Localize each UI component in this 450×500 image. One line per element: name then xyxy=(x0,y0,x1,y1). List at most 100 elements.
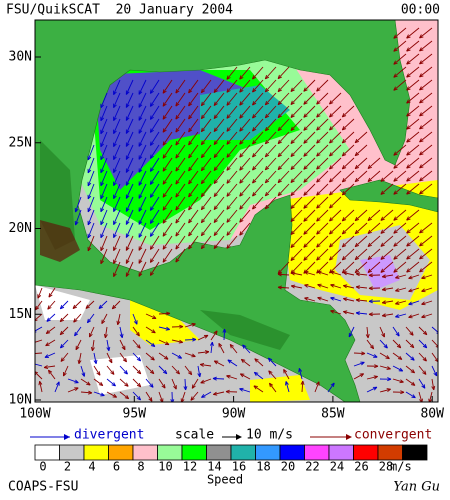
wind-arrow xyxy=(290,209,303,222)
wind-arrow-head xyxy=(290,191,295,196)
wind-arrow xyxy=(393,235,407,247)
wind-arrow xyxy=(304,271,316,276)
wind-arrow xyxy=(382,300,394,304)
wind-arrow xyxy=(303,248,316,261)
wind-arrow xyxy=(145,365,155,375)
wind-arrow-head xyxy=(329,126,334,131)
wind-arrow xyxy=(162,222,173,237)
wind-arrow-head xyxy=(304,296,309,301)
wind-arrow xyxy=(316,131,329,144)
speed-label: 20 xyxy=(281,460,295,474)
wind-arrow-head xyxy=(162,206,167,211)
wind-arrow xyxy=(125,248,134,264)
wind-arrow-head xyxy=(395,332,400,337)
wind-arrow xyxy=(100,92,108,108)
wind-arrow xyxy=(200,183,212,198)
wind-arrow-head xyxy=(277,152,282,158)
wind-arrow-head xyxy=(290,165,295,170)
wind-arrow xyxy=(200,131,212,146)
wind-arrow-head xyxy=(264,204,270,210)
wind-arrow-head xyxy=(162,141,167,146)
wind-arrow-head xyxy=(175,128,180,133)
color-swatch xyxy=(230,444,256,461)
wind-arrow xyxy=(419,183,433,195)
wind-arrow xyxy=(175,183,186,198)
wind-arrow xyxy=(101,313,108,324)
wind-arrow-head xyxy=(354,216,360,222)
wind-arrow xyxy=(171,378,177,390)
wind-arrow-head xyxy=(125,103,130,108)
wind-arrow xyxy=(406,105,420,117)
wind-arrow xyxy=(329,105,342,118)
wind-arrow xyxy=(283,369,290,380)
wind-arrow-head xyxy=(264,113,270,119)
wind-arrow-head xyxy=(421,384,426,389)
wind-arrow xyxy=(382,313,394,317)
wind-arrow-head xyxy=(264,191,270,197)
wind-arrow xyxy=(226,66,238,80)
wind-arrow-head xyxy=(367,177,372,183)
wind-arrow xyxy=(392,352,403,360)
wind-arrow-head xyxy=(380,216,385,221)
wind-arrow-head xyxy=(303,87,308,92)
wind-arrow xyxy=(145,326,156,334)
wind-arrow xyxy=(429,391,433,402)
wind-arrow xyxy=(418,339,428,349)
wind-arrow-head xyxy=(330,296,335,301)
wind-arrow-head xyxy=(151,329,156,334)
wind-arrow xyxy=(317,271,329,276)
wind-arrow xyxy=(125,261,134,277)
wind-arrow xyxy=(303,183,316,196)
wind-arrow-head xyxy=(421,301,426,306)
wind-arrow xyxy=(113,209,121,225)
wind-arrow xyxy=(138,261,147,277)
wind-arrow-head xyxy=(355,272,361,277)
wind-arrow xyxy=(303,157,316,170)
wind-arrow-head xyxy=(87,220,92,226)
wind-arrow xyxy=(162,170,173,185)
wind-arrow-head xyxy=(149,232,154,237)
wind-arrow-head xyxy=(138,116,143,121)
wind-arrow-head xyxy=(87,233,92,239)
wind-arrow-head xyxy=(303,256,308,261)
wind-arrow-head xyxy=(380,190,385,195)
wind-arrow-head xyxy=(59,344,65,349)
wind-arrow-head xyxy=(315,381,320,386)
wind-arrow-head xyxy=(44,354,49,358)
wind-arrow xyxy=(316,170,329,183)
wind-arrow xyxy=(254,371,264,380)
wind-arrow-head xyxy=(421,288,426,293)
wind-arrow-head xyxy=(162,369,168,375)
wind-arrow-head xyxy=(213,114,218,119)
wind-arrow xyxy=(226,144,238,158)
wind-arrow-head xyxy=(175,102,180,107)
wind-arrow xyxy=(330,297,342,302)
map xyxy=(35,20,438,402)
wind-arrow xyxy=(100,209,108,225)
wind-arrow xyxy=(316,118,329,131)
wind-arrow-head xyxy=(406,216,411,221)
wind-arrow xyxy=(393,144,407,156)
speed-label: 18 xyxy=(256,460,270,474)
wind-arrow-head xyxy=(200,88,206,94)
wind-arrow xyxy=(138,170,147,186)
wind-arrow-head xyxy=(330,382,335,387)
speed-label: 26 xyxy=(354,460,368,474)
wind-arrow-head xyxy=(149,180,154,185)
wind-arrow xyxy=(304,297,316,302)
wind-arrow-head xyxy=(367,164,372,170)
wind-arrow xyxy=(405,365,415,374)
wind-arrow-head xyxy=(125,90,130,95)
wind-arrow xyxy=(343,311,355,315)
wind-arrow xyxy=(254,358,264,367)
wind-arrow-head xyxy=(277,87,282,93)
wind-arrow-head xyxy=(316,256,321,261)
wind-arrow xyxy=(138,105,147,121)
wind-arrow-head xyxy=(361,351,366,356)
wind-arrow xyxy=(158,326,170,330)
wind-arrow-head xyxy=(188,88,193,94)
wind-arrow xyxy=(113,144,121,160)
wind-arrow xyxy=(356,286,368,289)
wind-arrow-head xyxy=(341,139,347,144)
wind-arrow xyxy=(188,105,199,120)
